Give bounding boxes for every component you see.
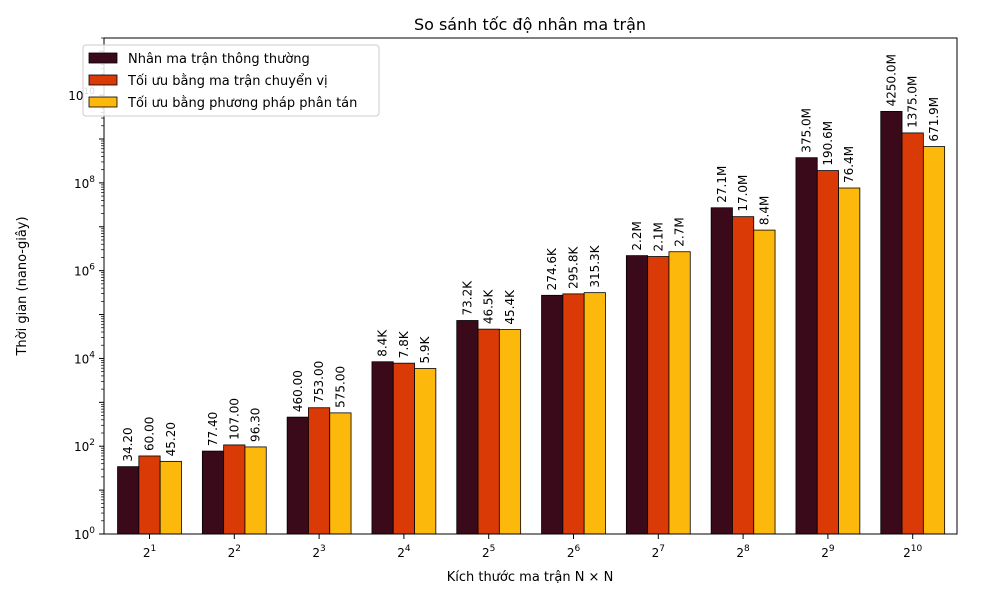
bar	[668, 251, 691, 535]
bar	[329, 412, 352, 535]
bar	[456, 320, 479, 535]
bar	[838, 187, 861, 535]
x-tick-label: 21	[143, 544, 156, 560]
data-label: 575.00	[333, 366, 347, 408]
y-tick-label: 106	[74, 263, 95, 279]
data-label: 2.7M	[673, 217, 687, 246]
x-tick-label: 22	[228, 544, 241, 560]
legend-swatch	[88, 52, 118, 64]
legend-label: Tối ưu bằng ma trận chuyển vị	[127, 74, 328, 89]
data-label: 27.1M	[715, 166, 729, 203]
data-label: 46.5K	[482, 288, 496, 324]
legend-swatch	[88, 74, 118, 86]
x-tick-label: 28	[736, 544, 750, 560]
chart-title: So sánh tốc độ nhân ma trận	[414, 15, 646, 34]
data-labels-layer: 34.20 60.00 45.20 77.40 107.00 96.30 460.00 753…	[121, 54, 941, 462]
data-label: 190.6M	[821, 121, 835, 166]
legend-label: Nhân ma trận thông thường	[128, 52, 310, 67]
bar	[159, 460, 182, 535]
data-label: 73.2K	[460, 280, 474, 316]
x-axis-label: Kích thước ma trận N × N	[447, 570, 614, 585]
data-label: 7.8K	[397, 330, 411, 358]
data-label: 315.3K	[588, 244, 602, 287]
legend-swatch	[88, 96, 118, 108]
data-label: 96.30	[249, 408, 263, 442]
bar	[710, 207, 733, 535]
y-tick-label: 108	[74, 175, 95, 191]
data-label: 5.9K	[418, 335, 432, 363]
data-label: 77.40	[206, 412, 220, 446]
x-tick-label: 26	[567, 544, 581, 560]
bar	[880, 111, 903, 535]
data-label: 17.0M	[736, 175, 750, 212]
bar	[795, 157, 818, 535]
bar	[414, 368, 437, 535]
bar	[562, 293, 585, 535]
plot-frame	[103, 37, 958, 535]
bar	[138, 455, 161, 535]
data-label: 460.00	[291, 370, 305, 412]
y-tick-label: 100	[74, 526, 95, 542]
legend: Nhân ma trận thông thường Tối ưu bằng ma …	[82, 44, 380, 117]
data-label: 45.20	[164, 422, 178, 456]
data-label: 2.1M	[651, 222, 665, 251]
bar	[477, 328, 500, 535]
data-label: 8.4M	[757, 196, 771, 225]
bar	[308, 407, 331, 535]
data-label: 375.0M	[800, 108, 814, 153]
bar	[541, 294, 564, 535]
x-axis-label-text: Kích thước ma trận N × N	[447, 570, 614, 585]
bar	[732, 216, 755, 535]
legend-label: Tối ưu bằng phương pháp phân tán	[127, 96, 357, 111]
bar	[901, 132, 924, 535]
data-label: 107.00	[227, 398, 241, 440]
data-label: 8.4K	[376, 329, 390, 357]
bar	[223, 444, 246, 535]
bar	[816, 170, 839, 535]
data-label: 34.20	[121, 427, 135, 461]
bars-layer	[117, 111, 946, 535]
data-label: 2.2M	[630, 221, 644, 250]
bar	[201, 450, 225, 535]
bar	[583, 292, 606, 535]
bar	[625, 255, 649, 535]
x-axis: 21 22 23 24 25 26 27 28 29 210	[143, 534, 923, 560]
data-label: 671.9M	[927, 97, 941, 142]
data-label: 60.00	[143, 417, 157, 451]
data-label: 295.8K	[567, 246, 581, 289]
bar	[753, 229, 776, 535]
y-tick-label: 104	[74, 350, 95, 366]
x-tick-label: 24	[397, 544, 411, 560]
bar	[647, 256, 670, 535]
y-tick-label: 102	[74, 438, 95, 454]
data-label: 76.4M	[842, 146, 856, 183]
bar	[498, 329, 522, 535]
x-tick-label: 210	[903, 544, 922, 560]
bar	[392, 362, 415, 535]
x-tick-label: 29	[821, 544, 835, 560]
data-label: 45.4K	[503, 289, 517, 325]
x-tick-label: 25	[482, 544, 495, 560]
data-label: 4250.0M	[884, 54, 898, 106]
bar	[922, 146, 946, 535]
legend-box	[82, 44, 380, 117]
bar	[244, 446, 267, 535]
data-label: 274.6K	[545, 247, 559, 290]
x-tick-label: 27	[652, 544, 665, 560]
bar	[371, 361, 394, 535]
y-axis-label: Thời gian (nano-giây)	[15, 216, 30, 356]
bar	[117, 466, 140, 535]
data-label: 753.00	[312, 361, 326, 403]
x-tick-label: 23	[312, 544, 325, 560]
bar	[286, 416, 309, 535]
data-label: 1375.0M	[906, 76, 920, 128]
